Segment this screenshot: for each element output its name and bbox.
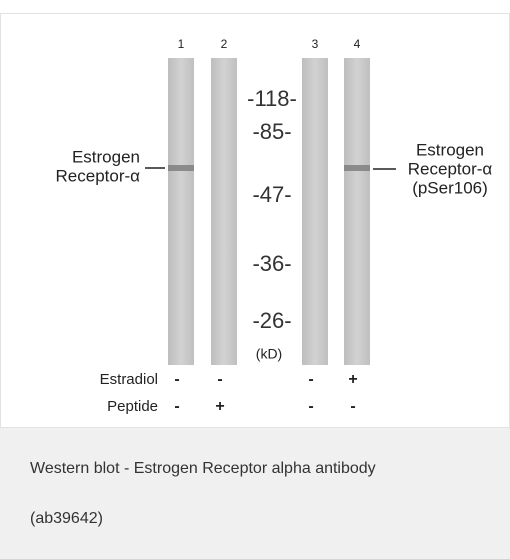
marker: -85- (252, 119, 291, 144)
treatment-sign: - (217, 371, 222, 388)
right-label: (pSer106) (412, 178, 488, 197)
caption-line: (ab39642) (30, 510, 103, 528)
band (344, 165, 370, 171)
lane-number: 4 (354, 37, 361, 51)
treatment-sign: - (308, 398, 313, 415)
marker: -118- (247, 86, 297, 111)
lane (302, 58, 328, 365)
marker-unit: (kD) (256, 346, 282, 362)
right-label: Receptor-α (408, 159, 493, 178)
band (168, 165, 194, 171)
left-label: Receptor-α (56, 166, 141, 185)
marker: -26- (252, 308, 291, 333)
right-label: Estrogen (416, 140, 484, 159)
row-label: Peptide (107, 398, 158, 415)
row-label: Estradiol (100, 371, 158, 388)
treatment-sign: + (348, 371, 357, 388)
treatment-sign: - (308, 371, 313, 388)
lane (168, 58, 194, 365)
lane (344, 58, 370, 365)
caption: Western blot - Estrogen Receptor alpha a… (0, 428, 510, 559)
page: 1234-118--85--47--36--26-(kD)EstrogenRec… (0, 0, 510, 559)
marker: -47- (252, 182, 291, 207)
treatment-sign: - (350, 398, 355, 415)
lane-number: 2 (221, 37, 228, 51)
figure-border (1, 14, 510, 428)
lane-number: 1 (178, 37, 185, 51)
marker: -36- (252, 251, 291, 276)
lane (211, 58, 237, 365)
lane-number: 3 (312, 37, 319, 51)
treatment-sign: - (174, 398, 179, 415)
left-label: Estrogen (72, 147, 140, 166)
treatment-sign: + (215, 398, 224, 415)
treatment-sign: - (174, 371, 179, 388)
caption-line: Western blot - Estrogen Receptor alpha a… (30, 460, 376, 478)
